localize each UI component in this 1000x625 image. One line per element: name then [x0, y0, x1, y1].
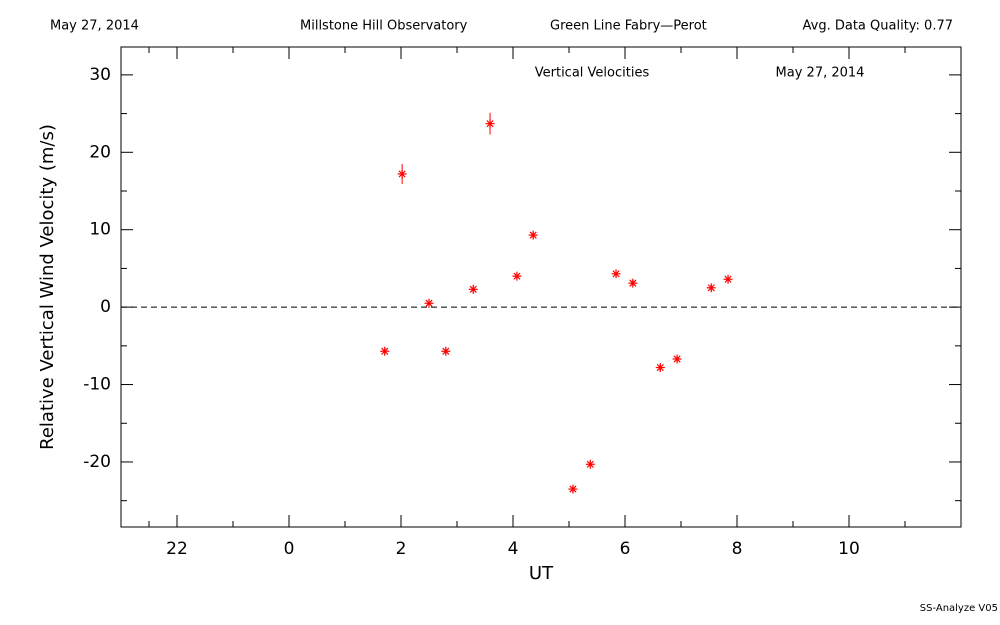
- data-point: [485, 119, 495, 129]
- x-tick-label: 22: [166, 539, 188, 559]
- header-quality: Avg. Data Quality: 0.77: [803, 19, 953, 34]
- data-point: [441, 346, 451, 356]
- data-point: [628, 278, 638, 288]
- y-tick-label: -20: [83, 452, 111, 472]
- footer: SS-Analyze V05: [920, 603, 998, 614]
- data-point: [585, 459, 595, 469]
- asterisk-stroke: [425, 299, 433, 307]
- data-point: [397, 169, 407, 179]
- chart-subtitle: May 27, 2014: [776, 66, 865, 81]
- asterisk-stroke: [673, 355, 681, 363]
- header-date: May 27, 2014: [50, 19, 139, 34]
- y-tick-label: 20: [89, 142, 111, 162]
- x-tick-label: 2: [396, 539, 407, 559]
- asterisk-stroke: [586, 460, 594, 468]
- data-point: [468, 284, 478, 294]
- data-point: [672, 354, 682, 364]
- data-point: [380, 346, 390, 356]
- data-point: [512, 271, 522, 281]
- x-axis-label: UT: [529, 563, 554, 584]
- asterisk-stroke: [629, 279, 637, 287]
- y-tick-label: -10: [83, 375, 111, 395]
- asterisk-stroke: [724, 275, 732, 283]
- asterisk-stroke: [398, 170, 406, 178]
- asterisk-stroke: [381, 347, 389, 355]
- asterisk-stroke: [486, 120, 494, 128]
- y-tick-label: 10: [89, 220, 111, 240]
- plot-frame: [120, 46, 962, 528]
- asterisk-stroke: [529, 231, 537, 239]
- asterisk-stroke: [656, 363, 664, 372]
- x-tick-label: 4: [508, 539, 519, 559]
- asterisk-stroke: [469, 285, 477, 293]
- data-point: [723, 274, 733, 284]
- header-site: Millstone Hill Observatory: [300, 19, 468, 34]
- data-point: [655, 363, 665, 373]
- asterisk-stroke: [442, 347, 450, 355]
- header-instrument: Green Line Fabry—Perot: [550, 19, 707, 34]
- data-point: [424, 298, 434, 308]
- asterisk-stroke: [513, 272, 521, 280]
- x-tick-label: 0: [284, 539, 295, 559]
- data-point: [568, 484, 578, 494]
- x-tick-label: 6: [620, 539, 631, 559]
- asterisk-stroke: [707, 284, 715, 292]
- chart-title: Vertical Velocities: [535, 66, 650, 81]
- x-tick-label: 10: [838, 539, 860, 559]
- data-point: [528, 230, 538, 240]
- asterisk-stroke: [569, 485, 577, 493]
- data-point: [611, 269, 621, 279]
- asterisk-stroke: [612, 270, 620, 278]
- x-tick-label: 8: [732, 539, 743, 559]
- y-tick-label: 0: [100, 297, 111, 317]
- data-point: [706, 283, 716, 293]
- y-tick-label: 30: [89, 65, 111, 85]
- y-axis-label: Relative Vertical Wind Velocity (m/s): [37, 124, 58, 450]
